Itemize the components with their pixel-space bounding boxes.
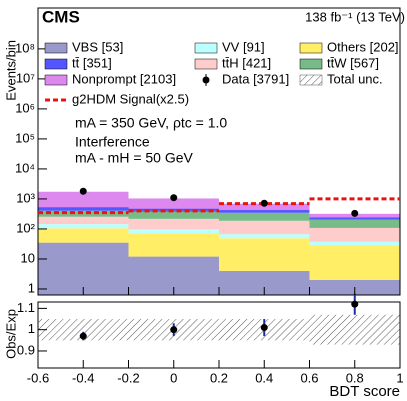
stack-segment [309,217,400,220]
legend-label: g2HDM Signal(x2.5) [72,91,189,106]
stack-segment [219,203,310,211]
stack-segment [38,210,129,217]
legend-label: VV [91] [222,39,265,54]
legend-label: Others [202] [327,39,399,54]
y-tick-label: 10⁷ [16,70,35,85]
stack-segment [219,212,310,221]
annotation: mA - mH = 50 GeV [75,150,194,166]
legend-label: tt̄H [421] [222,55,271,70]
y-tick-label: 0.9 [17,342,35,357]
y-tick-label: 1 [28,321,35,336]
legend-swatch [194,58,218,70]
stack-segment [128,211,219,219]
stack-segment [219,234,310,239]
y-tick-label: 10³ [16,190,35,205]
legend-swatch [44,74,68,86]
stack-segment [309,241,400,246]
stack-segment [128,218,219,230]
legend-label: tt̄ [351] [72,55,112,70]
y-tick-label: 1.1 [17,300,35,315]
x-tick-label: 0.4 [255,370,273,385]
legend-label: VBS [53] [72,39,123,54]
legend-label: Nonprompt [2103] [72,71,176,86]
stack-segment [128,208,219,212]
data-point [79,187,87,195]
ratio-point [260,324,268,332]
ratio-point [79,332,87,340]
ratio-point [170,326,178,334]
stack-segment [38,216,129,225]
x-tick-label: 0 [170,370,177,385]
annotation: Interference [75,134,150,150]
stack-segment [38,224,129,229]
data-point [170,194,178,202]
legend-swatch [299,58,323,70]
x-tick-label: 0.6 [300,370,318,385]
data-point [260,199,268,207]
y-tick-label: 10⁸ [15,40,35,55]
uncertainty-band [309,314,400,345]
y-tick-label: 10 [21,250,35,265]
y-tick-label: 10⁶ [15,100,35,115]
stack-segment [309,227,400,242]
legend-data-marker [202,76,210,84]
legend-swatch [299,42,323,54]
stack-segment [38,228,129,243]
data-point [351,209,359,217]
experiment: CMS [42,7,80,26]
stack-segment [219,210,310,213]
legend-label: Data [3791] [222,71,289,86]
stack-segment [128,233,219,257]
stack-segment [128,229,219,234]
stack-segment [38,191,129,208]
stack-segment [219,238,310,271]
stack-segment [219,220,310,235]
legend-label: tt̄W [567] [327,55,379,70]
legend-swatch [194,42,218,54]
legend-swatch [44,42,68,54]
x-label: BDT score [329,383,400,400]
y-tick-label: 10² [16,220,35,235]
ratio-point [351,300,359,308]
y-tick-label: 10⁴ [15,160,35,175]
stack-segment [38,207,129,211]
stack-segment [309,219,400,228]
stack-segment [309,245,400,280]
x-tick-label: -0.2 [117,370,139,385]
y-label: Events/bin [3,40,18,101]
y-tick-label: 10⁵ [15,130,35,145]
lumi: 138 fb⁻¹ (13 TeV) [305,9,405,24]
y-tick-label: 1 [28,280,35,295]
ratio-y-label: Obs/Exp [3,309,18,359]
x-tick-label: 1 [396,370,403,385]
x-tick-label: 0.2 [210,370,228,385]
x-tick-label: -0.6 [27,370,49,385]
x-tick-label: -0.4 [72,370,94,385]
legend-swatch [44,58,68,70]
stack-segment [128,198,219,209]
uncertainty-band [38,319,129,341]
legend-swatch [299,74,323,86]
x-tick-label: 0.8 [346,370,364,385]
stack-segment [38,242,129,295]
main-panel [38,191,400,295]
legend-label: Total unc. [327,71,383,86]
annotation: mA = 350 GeV, ρtc = 1.0 [75,115,227,131]
